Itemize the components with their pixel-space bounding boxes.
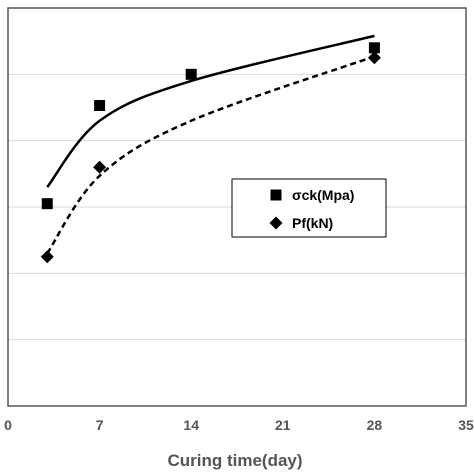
x-tick-label: 28	[367, 417, 383, 433]
trendline-series-2	[46, 55, 375, 255]
legend-label-series-2: Pf(kN)	[292, 215, 333, 231]
x-tick-label: 0	[4, 417, 12, 433]
data-markers	[40, 42, 381, 264]
data-point-series-2	[93, 160, 107, 174]
x-tick-labels: 0 7 14 21 28 35	[4, 417, 474, 433]
data-point-series-1	[41, 198, 53, 210]
plot-area-border	[7, 7, 467, 407]
trendlines	[46, 34, 375, 255]
trendline-series-1	[46, 34, 375, 188]
legend-box	[231, 178, 387, 238]
data-point-series-2	[367, 51, 381, 65]
x-tick-label: 7	[96, 417, 104, 433]
legend-marker-series-2	[269, 216, 283, 230]
x-axis-title: Curing time(day)	[167, 451, 302, 470]
legend: σck(Mpa) Pf(kN)	[231, 178, 387, 238]
data-point-series-1	[368, 42, 380, 54]
legend-label-series-1: σck(Mpa)	[292, 187, 354, 203]
x-tick-label: 35	[458, 417, 474, 433]
data-point-series-1	[185, 68, 197, 80]
data-point-series-1	[94, 100, 106, 112]
x-tick-label: 14	[183, 417, 199, 433]
legend-marker-series-1	[270, 189, 282, 201]
x-tick-label: 21	[275, 417, 291, 433]
data-point-series-2	[40, 250, 54, 264]
